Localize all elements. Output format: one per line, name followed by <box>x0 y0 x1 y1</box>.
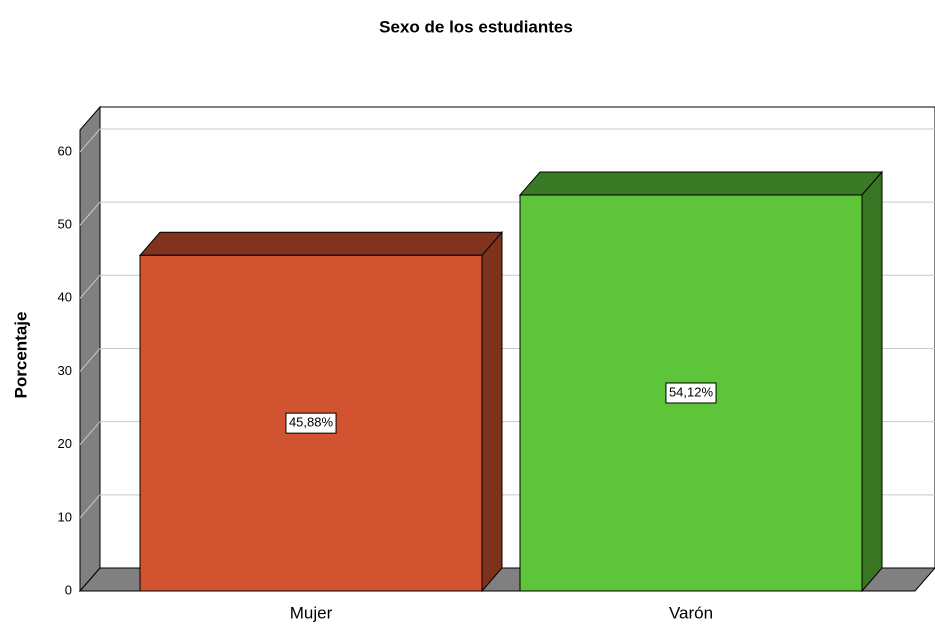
grid-line <box>79 128 101 153</box>
value-label: 54,12% <box>669 384 714 399</box>
bar-top <box>138 231 504 256</box>
bar-side <box>481 230 503 593</box>
x-tick-label: Varón <box>669 603 713 622</box>
grid-line <box>79 348 101 372</box>
chart-title: Sexo de los estudiantes <box>379 17 573 36</box>
y-tick-label: 40 <box>58 290 72 305</box>
y-tick-label: 10 <box>58 509 72 524</box>
grid-line <box>79 421 101 445</box>
value-label-box <box>285 412 337 434</box>
grid-line <box>79 274 101 299</box>
y-tick-label: 60 <box>58 143 72 158</box>
side-wall <box>79 105 101 593</box>
y-axis-label: Porcentaje <box>11 312 30 399</box>
value-label: 45,88% <box>289 415 334 430</box>
y-tick-label: 20 <box>58 436 72 451</box>
x-tick-label: Mujer <box>290 603 333 622</box>
grid-line <box>79 494 101 519</box>
y-tick-label: 50 <box>58 217 72 232</box>
grid-line <box>79 201 101 226</box>
y-tick-label: 30 <box>58 363 72 378</box>
y-tick-label: 0 <box>65 582 72 597</box>
value-label-box <box>665 382 717 404</box>
bar-top <box>518 171 884 196</box>
bar-side <box>861 170 883 593</box>
